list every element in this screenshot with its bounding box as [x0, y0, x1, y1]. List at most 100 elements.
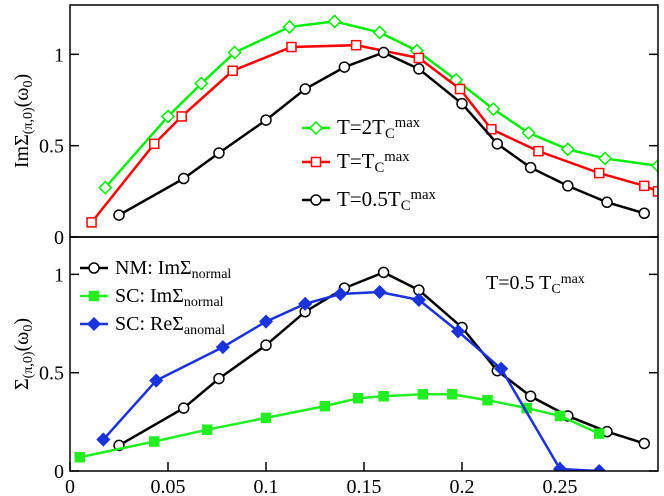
x-tick-label: 0.15	[347, 476, 382, 496]
marker	[411, 292, 426, 307]
text-part: T=0.5T	[337, 187, 401, 211]
marker	[201, 424, 213, 435]
y-tick-label: 1	[54, 44, 64, 66]
marker	[177, 172, 190, 185]
text-part: T=0.5 T	[486, 272, 551, 294]
series-line	[104, 20, 658, 189]
x-tick-label: 0.25	[543, 476, 578, 496]
marker	[149, 138, 160, 150]
marker	[88, 290, 100, 302]
marker	[554, 410, 566, 422]
text-part: T=T	[337, 149, 375, 173]
marker	[377, 46, 390, 59]
text-part: NM: ImΣ	[115, 257, 192, 279]
marker	[372, 25, 387, 40]
marker	[258, 314, 274, 329]
text-part: C	[385, 126, 395, 142]
legend-label: T=TCmax	[337, 149, 410, 176]
y-axis-label: ImΣ(π,0)(ω0)	[11, 74, 36, 168]
marker	[593, 428, 605, 439]
marker	[113, 209, 125, 221]
marker	[639, 180, 650, 192]
marker	[562, 180, 574, 192]
text-part: max	[395, 115, 421, 131]
marker	[494, 361, 509, 376]
legend-label: SC: ImΣnormal	[115, 285, 224, 310]
text-part: C	[375, 160, 385, 176]
marker	[417, 389, 429, 400]
marker	[524, 161, 537, 174]
plot-area	[74, 266, 651, 471]
text-part: normal	[184, 295, 224, 310]
plot-area	[86, 14, 658, 228]
marker	[378, 391, 389, 402]
marker	[319, 400, 331, 412]
marker	[215, 340, 230, 355]
marker	[286, 41, 297, 53]
text-part: (ω	[11, 88, 33, 108]
marker	[350, 39, 362, 51]
marker	[456, 97, 468, 110]
marker	[446, 389, 458, 400]
marker	[413, 52, 425, 64]
legend-label: T=2TCmax	[337, 115, 421, 142]
marker	[74, 451, 86, 463]
y-tick-label: 0.5	[39, 363, 64, 385]
text-part: ImΣ	[11, 134, 33, 168]
y-tick-label: 0	[54, 461, 64, 483]
legend-label: SC: ReΣanomal	[115, 313, 225, 338]
text-part: Σ	[11, 378, 33, 390]
marker	[213, 372, 225, 385]
marker	[486, 123, 497, 135]
marker	[98, 180, 113, 195]
marker	[592, 463, 607, 471]
marker	[149, 436, 160, 447]
marker	[598, 151, 613, 166]
text-part: anomal	[184, 323, 225, 338]
text-part: (π,0)	[21, 107, 36, 134]
marker	[298, 296, 313, 311]
marker	[451, 324, 466, 339]
marker	[593, 167, 605, 179]
marker	[413, 63, 425, 75]
marker	[86, 217, 97, 228]
marker	[227, 65, 238, 77]
marker	[601, 196, 613, 209]
text-part: max	[384, 149, 410, 165]
marker	[227, 45, 242, 60]
marker	[327, 14, 342, 29]
marker	[308, 120, 324, 136]
marker	[638, 207, 651, 220]
marker	[652, 186, 658, 197]
marker	[491, 138, 504, 150]
marker	[310, 194, 322, 206]
marker	[149, 373, 164, 388]
text-part: (ω	[11, 332, 33, 352]
marker	[638, 437, 651, 450]
marker	[176, 111, 187, 122]
marker	[310, 156, 322, 168]
legend-label: T=0.5TCmax	[337, 187, 436, 214]
text-part: 0	[21, 81, 36, 88]
marker	[533, 145, 544, 157]
x-tick-label: 0.1	[254, 476, 279, 496]
marker	[377, 266, 390, 279]
marker	[194, 76, 209, 91]
marker	[486, 102, 501, 117]
marker	[372, 284, 387, 300]
marker	[96, 432, 111, 447]
marker	[333, 286, 348, 302]
marker	[88, 262, 100, 274]
y-axis-label: Σ(π,0)(ω0)	[11, 318, 36, 390]
legend-label: NM: ImΣnormal	[115, 257, 231, 282]
marker	[338, 61, 351, 73]
y-tick-label: 0.5	[39, 136, 64, 158]
marker	[86, 316, 102, 332]
marker	[352, 392, 364, 404]
annotation: T=0.5 TCmax	[486, 272, 585, 297]
marker	[650, 158, 658, 173]
text-part: SC: ReΣ	[115, 313, 184, 335]
text-part: )	[11, 74, 33, 81]
text-part: (π,0)	[21, 351, 36, 378]
